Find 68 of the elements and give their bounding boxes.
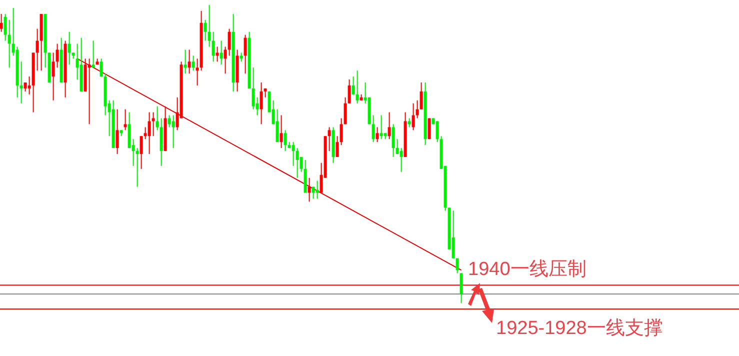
candlestick [352,76,355,95]
candlestick [452,210,455,259]
candlestick [372,114,375,143]
candlestick [128,112,131,149]
candlestick [28,76,31,95]
candlestick [0,13,3,32]
candlestick [184,49,187,74]
candlestick [196,58,199,86]
candlestick [460,272,463,304]
candlestick [56,43,59,68]
candlestick [428,118,431,140]
candlestick [292,142,295,166]
candlestick [380,114,383,140]
candlestick [304,159,307,194]
candlestick [336,136,339,158]
candlestick [36,28,39,72]
candlestick [340,118,343,146]
candlestick [156,106,159,131]
candlestick [92,40,95,68]
candlestick [168,114,171,128]
candlestick [220,40,223,66]
candlestick [400,148,403,172]
candlestick [412,102,415,131]
candlestick [172,114,175,149]
candlestick [296,148,299,178]
text: 1925-1928一线支撑 [496,318,663,339]
candlestick [436,120,439,143]
candlestick [244,34,247,74]
candlestick [456,258,459,274]
candlestick [276,108,279,143]
candlestick [416,100,419,119]
candlestick [328,126,331,152]
candlestick [260,82,263,125]
candlestick [188,49,191,74]
candlestick [224,46,227,74]
candlestick [420,82,423,110]
candlestick [124,108,127,131]
candlestick [88,58,91,125]
candlestick [100,58,103,78]
candlestick [308,177,311,202]
candlestick [396,138,399,154]
candlestick [344,96,347,125]
candlestick [208,4,211,48]
text: 1940一线压制 [468,259,586,280]
candlestick [212,31,215,62]
candlestick [392,124,395,158]
candlestick [192,55,195,72]
candlestick [228,28,231,56]
candlestick [356,70,359,104]
candlestick [284,130,287,152]
candlestick [8,19,11,68]
candlestick [376,126,379,143]
candlestick [20,61,23,104]
candlestick [140,136,143,170]
candlestick [204,19,207,42]
candlestick [136,148,139,188]
candlestick [116,108,119,154]
candlestick [148,112,151,154]
candlestick [388,112,391,140]
candlestick [68,31,71,66]
candlestick [4,13,7,42]
candlestick [52,52,55,101]
candlestick [252,67,255,110]
candlestick [216,46,219,62]
candlestick [280,114,283,149]
candlestick [348,79,351,104]
candlestick [152,112,155,137]
candlestick [160,118,163,166]
